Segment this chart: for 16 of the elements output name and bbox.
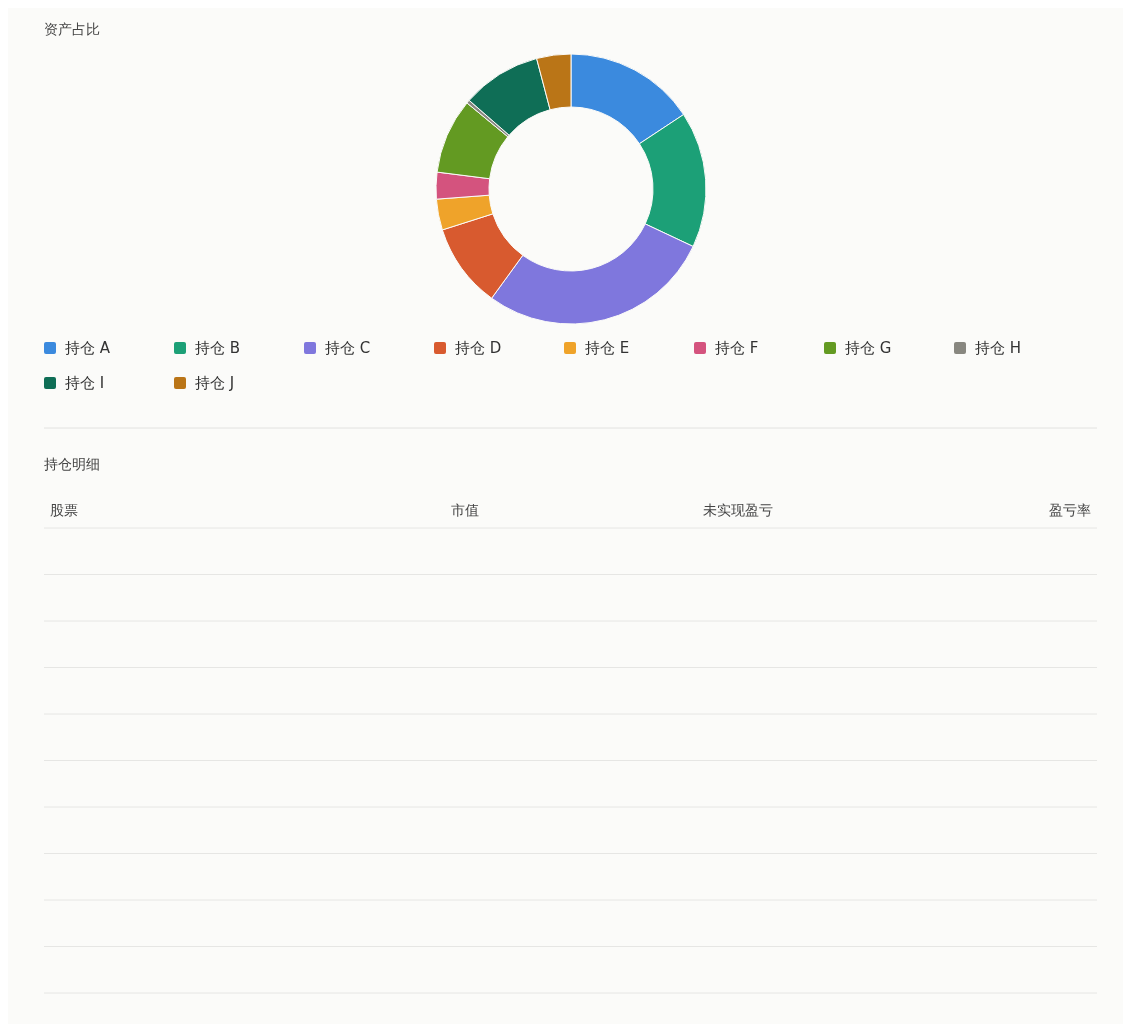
legend-label: 持仓 C	[325, 339, 371, 358]
chart-title: 资产占比	[44, 21, 100, 37]
legend-label: 持仓 F	[715, 339, 759, 358]
legend-label: 持仓 B	[195, 339, 241, 358]
legend-label: 持仓 D	[455, 339, 502, 358]
text: 持仓明细	[44, 456, 100, 472]
text: 市值	[451, 502, 479, 518]
legend-label: 持仓 H	[975, 339, 1022, 358]
legend-label: 持仓 I	[65, 374, 105, 393]
legend-label: 持仓 J	[195, 374, 235, 393]
text: 未实现盈亏	[703, 502, 773, 518]
legend-label: 持仓 G	[845, 339, 892, 358]
legend-label: 持仓 A	[65, 339, 111, 358]
text: 股票	[50, 502, 78, 518]
legend-label: 持仓 E	[585, 339, 630, 358]
text: 盈亏率	[1049, 502, 1091, 518]
